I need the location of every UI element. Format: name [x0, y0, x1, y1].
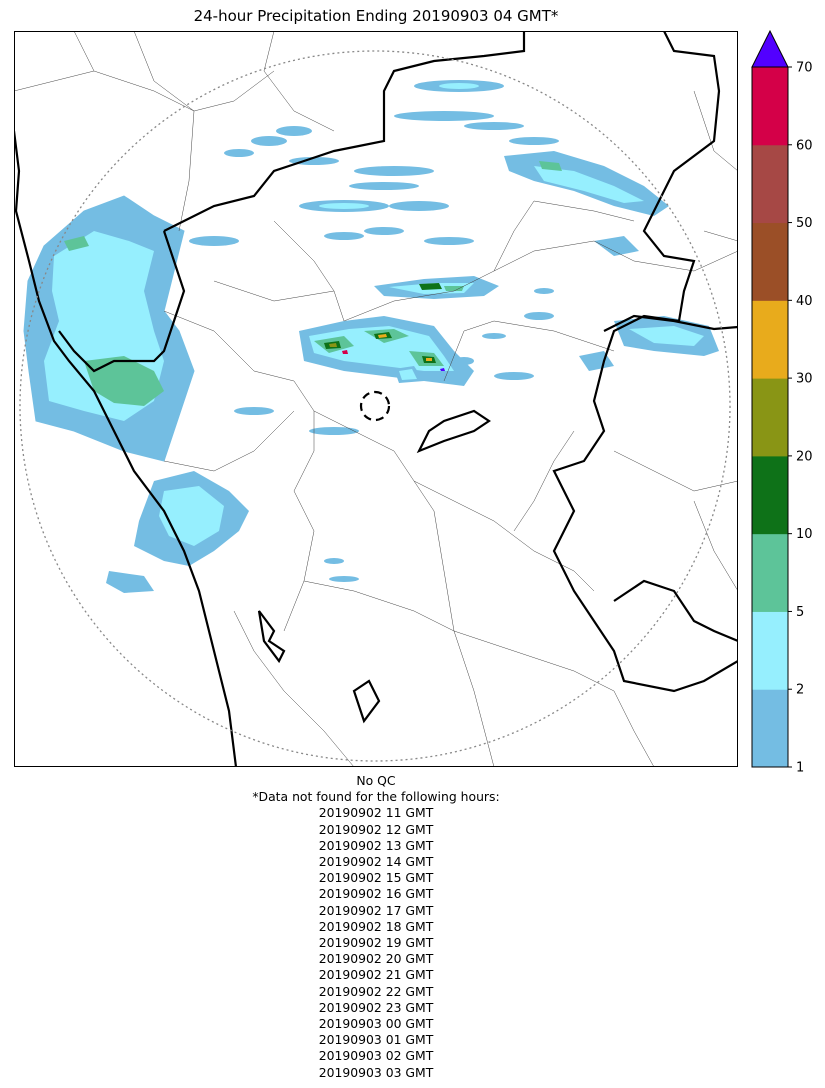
missing-hour-item: 20190902 19 GMT [318, 935, 434, 951]
colorbar-segment [752, 144, 788, 224]
state-border-east [552, 31, 738, 693]
colorbar-tick-label: 20 [796, 449, 813, 464]
colorbar-tick-label: 2 [796, 683, 804, 698]
colorbar-segment [752, 455, 788, 535]
colorbar-tick-label: 70 [796, 61, 813, 76]
missing-hour-item: 20190903 02 GMT [318, 1048, 434, 1064]
map-title: 24-hour Precipitation Ending 20190903 04… [193, 7, 559, 25]
colorbar-extend-arrow [751, 29, 789, 68]
colorbar-segment [752, 611, 788, 690]
district-boundaries [14, 31, 738, 767]
colorbar-segment [752, 300, 788, 379]
missing-hour-item: 20190902 16 GMT [318, 886, 434, 902]
coastline [14, 130, 238, 767]
precip-area-west-moderate [84, 356, 164, 406]
missing-hour-item: 20190903 01 GMT [318, 1032, 434, 1048]
precipitation-fields [23, 80, 719, 593]
missing-hour-item: 20190902 20 GMT [318, 951, 434, 967]
colorbar-tick-label: 10 [796, 527, 813, 542]
colorbar-segment [752, 67, 788, 146]
colorbar-frame [751, 66, 789, 768]
colorbar: 1 2 5 10 20 30 40 50 60 70 [751, 29, 813, 775]
missing-hour-item: 20190903 00 GMT [318, 1016, 434, 1032]
precipitation-map [14, 31, 738, 767]
missing-hour-item: 20190902 15 GMT [318, 870, 434, 886]
colorbar-segment [752, 222, 788, 301]
qc-note: No QC [356, 773, 396, 788]
missing-hour-item: 20190902 22 GMT [318, 983, 434, 999]
radar-range-ring [19, 50, 731, 762]
missing-hour-item: 20190903 03 GMT [318, 1064, 434, 1080]
state-border-north [163, 31, 526, 232]
colorbar-tick-label: 30 [796, 372, 813, 387]
colorbar-tick-label: 1 [796, 761, 804, 775]
colorbar-tick-label: 5 [796, 605, 804, 620]
colorbar-segment [752, 689, 788, 768]
colorbar-tick-label: 60 [796, 138, 813, 153]
colorbar-segment [752, 533, 788, 612]
missing-hour-item: 20190902 23 GMT [318, 999, 434, 1015]
footer-notes: No QC *Data not found for the following … [14, 773, 738, 1081]
missing-hours-list: 20190902 11 GMT 20190902 12 GMT 20190902 1… [14, 805, 738, 1080]
missing-hour-item: 20190902 17 GMT [318, 902, 434, 918]
colorbar-tick-label: 40 [796, 294, 813, 309]
missing-hour-item: 20190902 11 GMT [318, 805, 434, 821]
missing-hour-item: 20190902 14 GMT [318, 854, 434, 870]
missing-data-note: *Data not found for the following hours: [252, 789, 500, 805]
precip-cells-central [299, 316, 474, 386]
missing-hour-item: 20190902 18 GMT [318, 918, 434, 934]
missing-hour-item: 20190902 13 GMT [318, 837, 434, 853]
missing-hour-item: 20190902 21 GMT [318, 967, 434, 983]
colorbar-segment [752, 378, 788, 457]
radar-center-marker [359, 390, 391, 422]
missing-hour-item: 20190902 12 GMT [318, 821, 434, 837]
colorbar-tick-label: 50 [796, 216, 813, 231]
